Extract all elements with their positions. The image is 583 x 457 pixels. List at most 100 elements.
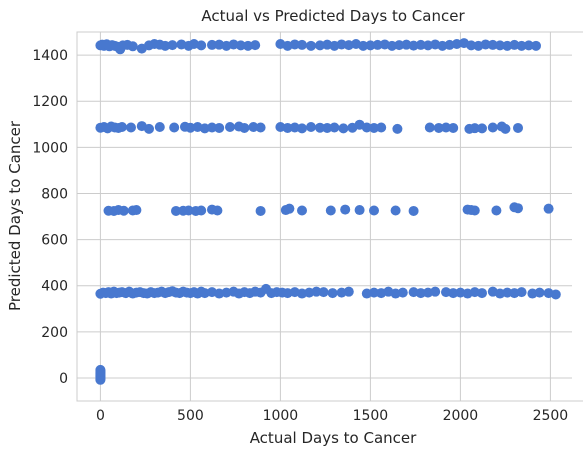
- data-point: [365, 40, 376, 51]
- data-point: [306, 122, 316, 133]
- data-point: [131, 205, 142, 216]
- data-point: [322, 122, 333, 133]
- data-point: [126, 122, 136, 133]
- y-tick-label: 600: [41, 233, 68, 249]
- data-point: [513, 203, 523, 214]
- data-point: [550, 289, 561, 300]
- y-tick-label: 800: [41, 186, 68, 202]
- data-point: [415, 288, 426, 299]
- data-point: [297, 39, 307, 50]
- data-point: [394, 40, 405, 51]
- data-point: [430, 286, 441, 297]
- data-point: [448, 122, 459, 133]
- data-point: [534, 287, 545, 298]
- data-point: [343, 286, 354, 297]
- data-point: [235, 40, 246, 51]
- data-point: [196, 40, 207, 51]
- data-point: [329, 122, 340, 133]
- data-points: [95, 38, 561, 385]
- data-point: [154, 122, 165, 133]
- data-point: [466, 40, 477, 51]
- y-tick-labels: 0 200 400 600 800 1000 1200 1400: [32, 48, 68, 387]
- data-point: [282, 122, 293, 133]
- data-point: [169, 122, 180, 133]
- data-point: [117, 122, 127, 133]
- data-point: [477, 123, 487, 134]
- data-point: [327, 288, 338, 299]
- data-point: [297, 205, 307, 216]
- data-point: [487, 39, 498, 50]
- data-point: [255, 122, 266, 133]
- y-axis-label: Predicted Days to Cancer: [6, 120, 24, 311]
- data-point: [369, 122, 379, 133]
- x-tick-label: 2500: [533, 408, 569, 424]
- data-point: [338, 123, 349, 134]
- data-point: [390, 205, 401, 216]
- data-point: [207, 39, 217, 50]
- x-tick-label: 0: [96, 408, 105, 424]
- data-point: [95, 364, 106, 375]
- data-point: [325, 205, 336, 216]
- y-tick-label: 400: [41, 279, 68, 295]
- x-tick-label: 500: [177, 408, 204, 424]
- data-point: [144, 123, 154, 134]
- x-tick-label: 1500: [353, 408, 389, 424]
- data-point: [239, 122, 250, 133]
- data-point: [315, 122, 325, 133]
- data-point: [408, 205, 419, 216]
- data-point: [531, 40, 541, 51]
- data-point: [469, 123, 480, 134]
- data-point: [284, 203, 295, 214]
- data-point: [171, 205, 181, 216]
- data-point: [376, 122, 387, 133]
- data-point: [433, 122, 444, 133]
- data-point: [214, 122, 225, 133]
- x-tick-label: 1000: [263, 408, 299, 424]
- data-point: [387, 40, 397, 51]
- data-point: [392, 123, 403, 134]
- data-point: [340, 204, 351, 215]
- data-point: [358, 40, 369, 51]
- plot-frame: [76, 31, 583, 402]
- data-point: [243, 40, 253, 51]
- y-tick-label: 1400: [32, 48, 68, 64]
- data-point: [250, 40, 261, 51]
- data-point: [160, 40, 171, 51]
- data-point: [516, 287, 527, 298]
- data-point: [311, 286, 322, 297]
- data-point: [513, 122, 523, 133]
- data-point: [441, 122, 451, 133]
- data-point: [196, 205, 207, 216]
- data-point: [415, 39, 426, 50]
- data-point: [297, 123, 307, 134]
- data-point: [516, 40, 527, 51]
- data-point: [255, 205, 266, 216]
- chart-title: Actual vs Predicted Days to Cancer: [201, 7, 465, 25]
- data-point: [369, 205, 379, 216]
- data-point: [248, 122, 259, 133]
- data-point: [424, 122, 435, 133]
- data-point: [336, 39, 347, 50]
- y-tick-label: 1000: [32, 140, 68, 156]
- grid: [77, 32, 572, 401]
- y-tick-label: 200: [41, 325, 68, 341]
- data-point: [318, 287, 329, 298]
- data-point: [491, 205, 502, 216]
- x-tick-label: 2000: [443, 408, 479, 424]
- data-point: [500, 123, 511, 134]
- data-point: [225, 122, 235, 133]
- data-point: [361, 122, 372, 133]
- data-point: [127, 41, 138, 52]
- data-point: [315, 40, 325, 51]
- data-point: [487, 122, 498, 133]
- data-point: [306, 40, 316, 51]
- data-point: [397, 287, 408, 298]
- data-point: [469, 205, 480, 216]
- data-point: [543, 203, 554, 214]
- data-point: [448, 288, 459, 299]
- data-point: [372, 39, 383, 50]
- data-point: [480, 39, 491, 50]
- data-point: [212, 205, 223, 216]
